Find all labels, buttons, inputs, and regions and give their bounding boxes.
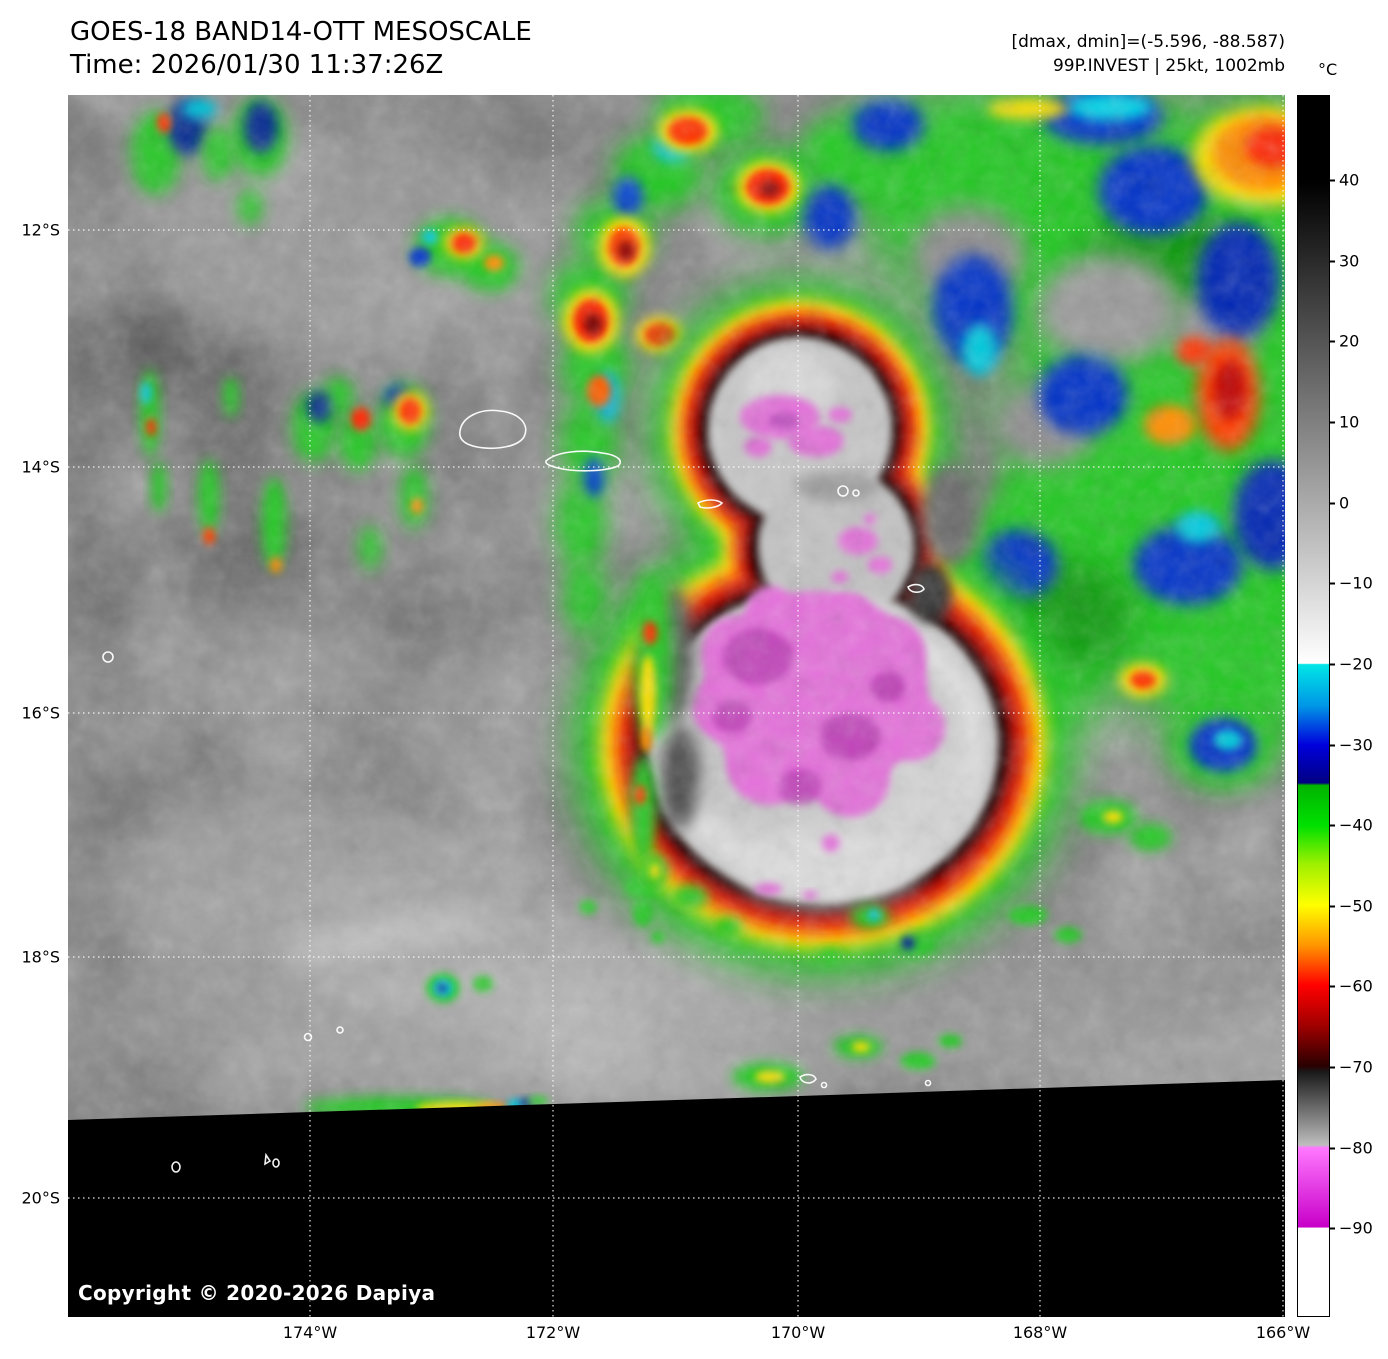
colorbar-tick-label: −10 (1339, 573, 1373, 593)
colorbar-tick-label: −40 (1339, 815, 1373, 835)
coastline-vavau (799, 1073, 817, 1084)
colorbar (1297, 95, 1330, 1317)
colorbar-tick-label: −60 (1339, 976, 1373, 996)
colorbar-tick-label: 30 (1339, 251, 1360, 271)
coastline-tutuila (696, 499, 724, 509)
header-left: GOES-18 BAND14-OTT MESOSCALE Time: 2026/… (70, 16, 532, 82)
timestamp: Time: 2026/01/30 11:37:26Z (70, 50, 444, 80)
storm-info: 99P.INVEST | 25kt, 1002mb (1052, 56, 1285, 76)
coastline-island (852, 489, 860, 497)
copyright-watermark: Copyright © 2020-2026 Dapiya (78, 1281, 436, 1305)
coastline-island (272, 1158, 280, 1168)
lon-label: 168°W (1012, 1323, 1068, 1342)
colorbar-tick-label: −80 (1339, 1138, 1373, 1158)
colorbar-tick-label: −70 (1339, 1057, 1373, 1077)
lat-label: 12°S (21, 220, 60, 240)
lat-label: 16°S (21, 703, 60, 723)
colorbar-tick-label: 20 (1339, 331, 1360, 351)
satellite-image (68, 95, 1285, 1317)
dmax-dmin-readout: [dmax, dmin]=(-5.596, -88.587) (1011, 32, 1286, 52)
latlon-gridlines (68, 95, 1285, 1317)
lat-label: 14°S (21, 457, 60, 477)
scan-edge-no-data (68, 1080, 1285, 1317)
map-area: Copyright © 2020-2026 Dapiya (68, 95, 1285, 1317)
coastline-island (171, 1161, 181, 1173)
coastline-island (837, 485, 849, 497)
lat-label: 20°S (21, 1188, 60, 1208)
header-right: [dmax, dmin]=(-5.596, -88.587) 99P.INVES… (1012, 30, 1286, 78)
coastline-island (264, 1152, 272, 1166)
coastline-island (924, 1079, 932, 1087)
colorbar-tick-label: 10 (1339, 412, 1360, 432)
colorbar-tick-label: −20 (1339, 654, 1373, 674)
coastline-island (303, 1032, 313, 1042)
colorbar-tick-label: −30 (1339, 735, 1373, 755)
colorbar-tick-label: −90 (1339, 1218, 1373, 1238)
colorbar-tick-label: 0 (1339, 493, 1350, 513)
colorbar-tick-label: 40 (1339, 170, 1360, 190)
coastline-island (820, 1081, 828, 1089)
coastline-island (907, 583, 925, 593)
coastline-niue (102, 651, 114, 663)
coastline-savaii (459, 409, 527, 450)
coastlines (102, 409, 932, 1173)
product-title: GOES-18 BAND14-OTT MESOSCALE (70, 17, 532, 47)
lat-label: 18°S (21, 947, 60, 967)
coastline-upolu (545, 450, 622, 472)
lon-label: 174°W (282, 1323, 338, 1342)
colorbar-tick-label: −50 (1339, 896, 1373, 916)
lon-label: 166°W (1255, 1323, 1311, 1342)
lon-label: 172°W (525, 1323, 581, 1342)
colorbar-unit-label: °C (1318, 60, 1338, 79)
coastline-island (336, 1026, 344, 1034)
lon-label: 170°W (770, 1323, 826, 1342)
